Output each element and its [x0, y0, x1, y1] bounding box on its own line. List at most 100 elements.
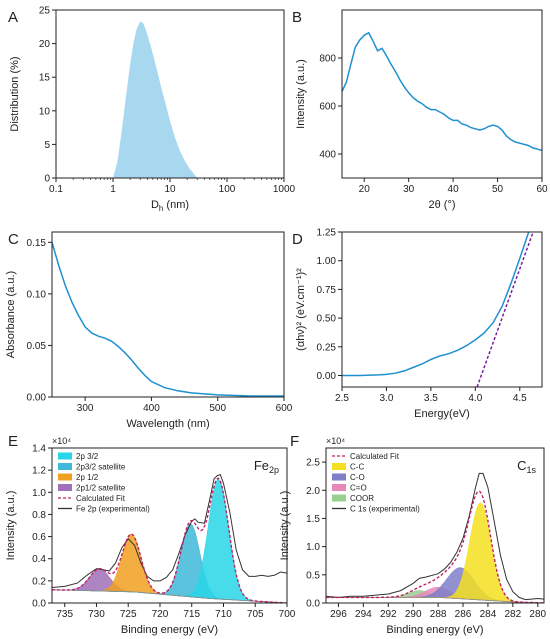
y-tick-label: 600	[319, 102, 336, 113]
y-tick-label: 2.0	[306, 486, 320, 497]
x-tick-label: 600	[276, 403, 293, 414]
x-tick-label: 2.5	[335, 393, 349, 404]
x-axis-label: Wavelength (nm)	[126, 418, 209, 430]
x-tick-label: 500	[209, 403, 226, 414]
x-tick-label: 292	[380, 609, 397, 620]
y-tick-label: 400	[319, 150, 336, 161]
panel-label: F	[290, 433, 299, 450]
tauc-fit-line	[476, 232, 534, 387]
experimental-line	[52, 473, 287, 588]
x-tick-label: 4.0	[468, 393, 482, 404]
data-line	[52, 242, 284, 397]
y-tick-label: 0.25	[317, 342, 337, 353]
panel-label: A	[8, 9, 18, 26]
y-tick-label: 0.15	[27, 238, 47, 249]
x-tick-label: 400	[143, 403, 160, 414]
legend-label: 2p 1/2	[76, 473, 99, 482]
plot-area	[342, 31, 542, 152]
x-axis-label-unit: (nm)	[163, 199, 189, 211]
y-tick-label: 0.4	[32, 554, 46, 565]
x-tick-label: 715	[183, 609, 200, 620]
data-line	[342, 31, 542, 152]
x-tick-label: 30	[403, 184, 415, 195]
x-tick-label: 3.5	[424, 393, 438, 404]
plot-area	[342, 232, 534, 387]
y-tick-label: 0.6	[32, 532, 46, 543]
x-tick-label: 730	[88, 609, 105, 620]
y-tick-label: 25	[39, 6, 51, 17]
legend-label: C 1s (experimental)	[350, 505, 420, 514]
y-tick-label: 0.0	[32, 599, 46, 610]
x-tick-label: 288	[430, 609, 447, 620]
legend-label: 2p 3/2	[76, 452, 99, 461]
x-tick-label: 50	[492, 184, 504, 195]
y-tick-label: 1.4	[32, 444, 46, 455]
legend-swatch	[58, 473, 72, 481]
y-tick-label: 0.0	[306, 599, 320, 610]
panel-title: Fe2p	[254, 458, 279, 475]
legend-swatch	[58, 463, 72, 470]
peak-2p3-2-satellite	[52, 523, 287, 603]
y-tick-label: 800	[319, 54, 336, 65]
x-tick-label: 40	[448, 184, 460, 195]
x-tick-label: 705	[247, 609, 264, 620]
legend-label: COOR	[350, 494, 374, 503]
y-tick-label: 0.50	[317, 314, 337, 325]
distribution-area	[113, 21, 198, 178]
plot-frame	[341, 9, 543, 179]
plot-frame	[51, 231, 285, 398]
x-tick-label: 735	[56, 609, 73, 620]
y-tick-label: 20	[39, 39, 51, 50]
y-axis-label: Intensity (a.u.)	[295, 59, 307, 129]
axis-multiplier: ×10⁴	[326, 436, 345, 446]
panel-title-sub: 2p	[269, 465, 279, 475]
y-tick-label: 0.5	[306, 570, 320, 581]
y-tick-label: 1.0	[32, 488, 46, 499]
plot-frame	[51, 447, 288, 604]
data-line	[342, 232, 530, 377]
x-axis-label-sub: h	[159, 204, 163, 213]
y-tick-label: 15	[39, 73, 51, 84]
y-tick-label: 0.2	[32, 576, 46, 587]
panel-label: C	[8, 231, 19, 248]
x-tick-label: 0.1	[49, 184, 63, 195]
plot-area	[326, 472, 544, 603]
x-tick-label: 300	[77, 403, 94, 414]
panel-title: C1s	[517, 458, 536, 475]
legend-label: Fe 2p (experimental)	[76, 505, 150, 514]
legend-label: C-C	[350, 463, 364, 472]
x-tick-label: 100	[219, 184, 236, 195]
legend-label: C=O	[350, 484, 367, 493]
plot-area	[52, 473, 287, 603]
legend-swatch	[58, 452, 72, 460]
x-tick-label: 10	[164, 184, 176, 195]
y-axis-label: (αhν)² (eV.cm⁻¹)²	[295, 268, 307, 351]
panel-a: A 0.1 1 10 100 1000 0 5 10 15 20 25 Dh (nm) Distribut…	[8, 6, 296, 214]
x-tick-label: 294	[355, 609, 372, 620]
y-axis-label: Intensity (a.u.)	[5, 491, 17, 561]
x-tick-label: 290	[405, 609, 422, 620]
y-tick-label: 0.10	[27, 289, 47, 300]
x-axis-label: 2θ (°)	[428, 199, 455, 211]
x-tick-label: 282	[505, 609, 522, 620]
x-tick-label: 3.0	[379, 393, 393, 404]
y-axis-label: Absorbance (a.u.)	[5, 271, 17, 358]
plot-area	[52, 242, 284, 397]
y-tick-label: 1.00	[317, 256, 337, 267]
x-axis-label: Energy(eV)	[414, 408, 470, 420]
y-tick-label: 0.00	[27, 393, 47, 404]
legend-swatch	[332, 494, 346, 502]
panel-c: C 300 400 500 600 0.00 0.05 0.10 0.15 Wavelength …	[5, 231, 293, 430]
legend-label: Calculated Fit	[350, 452, 400, 461]
x-tick-label: 4.5	[513, 393, 527, 404]
x-tick-label: 1	[110, 184, 116, 195]
y-tick-label: 0.75	[317, 285, 337, 296]
plot-frame	[341, 231, 543, 388]
x-tick-label: 286	[455, 609, 472, 620]
legend-swatch	[332, 484, 346, 491]
y-tick-label: 5	[44, 140, 50, 151]
y-tick-label: 1.5	[306, 514, 320, 525]
